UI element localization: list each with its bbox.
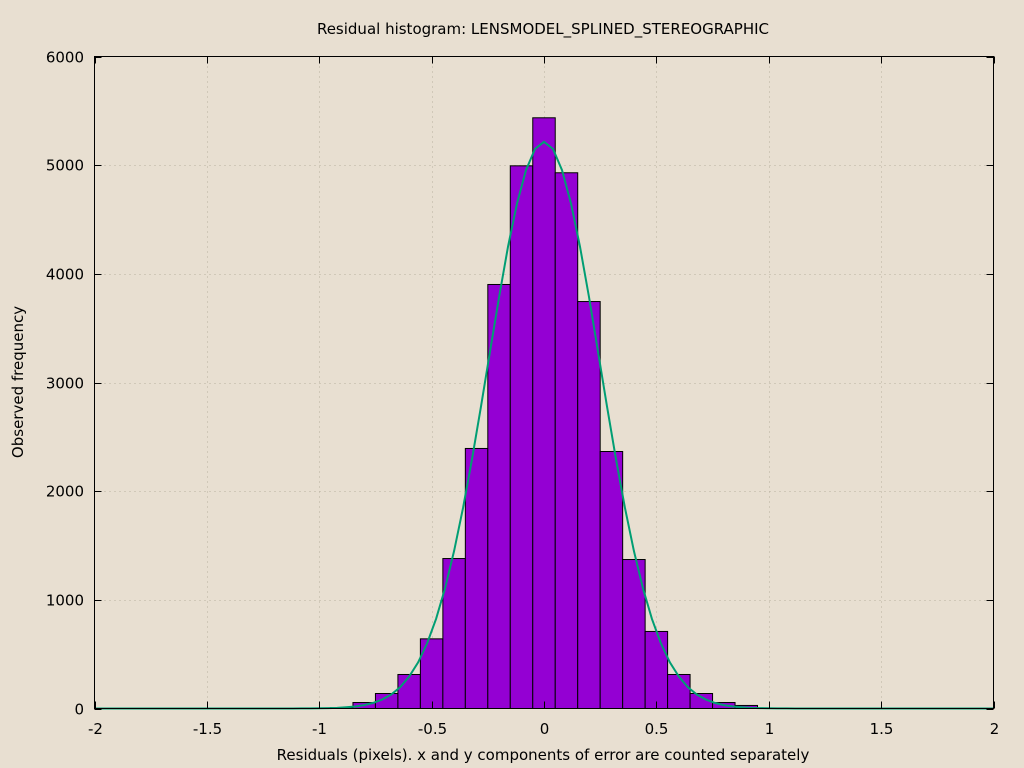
histogram-bar — [577, 301, 601, 709]
x-tick-label: 2 — [990, 720, 1000, 738]
x-tick-label: -2 — [88, 720, 103, 738]
y-axis-label: Observed frequency — [9, 306, 27, 458]
x-tick-label: -1 — [312, 720, 327, 738]
x-tick-label: 1.5 — [870, 720, 894, 738]
y-tick-label: 6000 — [46, 49, 84, 67]
histogram-bar — [397, 673, 421, 709]
x-axis-label: Residuals (pixels). x and y components o… — [277, 746, 810, 764]
y-tick-label: 0 — [74, 701, 84, 719]
ticks: -2 -1.5 -1 -0.5 0 0.5 1 1.5 2 0 1000 2000 3000 4000 50… — [46, 49, 999, 739]
y-tick-label: 2000 — [46, 483, 84, 501]
x-tick-label: -1.5 — [193, 720, 222, 738]
histogram-bar — [509, 165, 534, 709]
x-tick-label: 1 — [765, 720, 775, 738]
chart-title: Residual histogram: LENSMODEL_SPLINED_ST… — [317, 20, 769, 39]
histogram-bar — [667, 673, 691, 709]
x-tick-label: 0 — [540, 720, 550, 738]
y-tick-label: 4000 — [46, 266, 84, 284]
y-tick-label: 1000 — [46, 592, 84, 610]
histogram-bar — [532, 117, 556, 709]
histogram-bar — [464, 447, 489, 709]
histogram-bar — [644, 630, 669, 709]
histogram-bar — [599, 451, 624, 709]
x-tick-label: -0.5 — [418, 720, 447, 738]
histogram-bar — [554, 172, 579, 710]
x-tick-label: 0.5 — [645, 720, 669, 738]
bars — [329, 117, 759, 710]
y-tick-label: 3000 — [46, 375, 84, 393]
y-tick-label: 5000 — [46, 157, 84, 175]
